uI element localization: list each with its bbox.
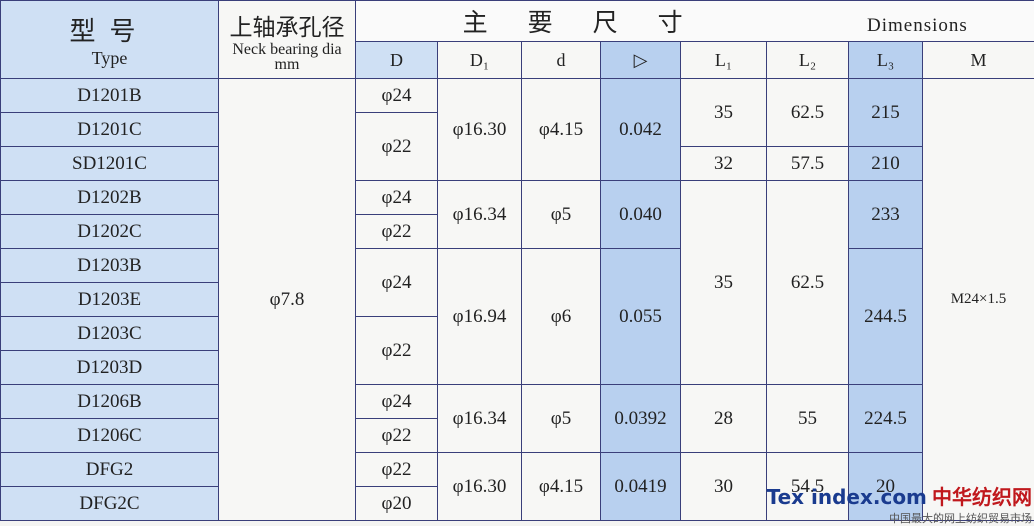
type: D1206C [0,418,219,453]
watermark: Tex index.com 中华纺织网 中国最大的网上纺织贸易市场 [767,481,1032,526]
dimensions-cn: 主要尺寸 [462,10,723,37]
d-small: φ5 [521,384,601,453]
l3: 244.5 [848,248,923,385]
l2: 55 [766,384,849,453]
type: D1201B [0,78,219,113]
type-header-cn: 型号 [69,16,150,46]
type: SD1201C [0,146,219,181]
type: D1206B [0,384,219,419]
col-header: L₂ [766,41,849,79]
watermark-slogan: 中国最大的网上纺织贸易市场 [889,512,1032,525]
d-outer: φ22 [355,418,438,453]
d-outer: φ24 [355,180,438,215]
dimensions-en: Dimensions [866,15,968,36]
d-outer: φ22 [355,316,438,385]
l2: 57.5 [766,146,849,181]
d1: φ16.30 [437,452,522,521]
type: D1202C [0,214,219,249]
l3: 20 [848,452,923,521]
d1: φ16.34 [437,384,522,453]
col-header: ▷ [600,41,681,79]
l2: 62.5 [766,180,849,385]
d-outer: φ24 [355,248,438,317]
col-header: D [355,41,438,79]
type: D1202B [0,180,219,215]
l1: 28 [680,384,767,453]
d-small: φ6 [521,248,601,385]
l1: 35 [680,180,767,385]
neck: φ7.8 [218,78,356,521]
col-header: d [521,41,601,79]
l1: 30 [680,452,767,521]
d-outer: φ22 [355,452,438,487]
d-outer: φ22 [355,214,438,249]
d1: φ16.94 [437,248,522,385]
type: D1203E [0,282,219,317]
l1: 35 [680,78,767,147]
col-header: M [922,41,1034,79]
d-small: φ4.15 [521,452,601,521]
d-small: φ4.15 [521,78,601,181]
type: DFG2C [0,486,219,521]
col-header: D₁ [437,41,522,79]
neck-header-en: Neck bearing dia mm [232,40,342,73]
l2: 62.5 [766,78,849,147]
d1: φ16.34 [437,180,522,249]
l3: 210 [848,146,923,181]
d-outer: φ24 [355,384,438,419]
neck-header: 上轴承孔径 Neck bearing dia mm [218,0,356,79]
taper: 0.040 [600,180,681,249]
type-header: 型号 Type [0,0,219,79]
taper: 0.042 [600,78,681,181]
d-outer: φ24 [355,78,438,113]
neck-header-cn: 上轴承孔径 [229,14,345,40]
type-header-en: Type [91,47,128,68]
type: DFG2 [0,452,219,487]
type: D1201C [0,112,219,147]
watermark-logo: Tex index.com [766,485,927,509]
l3: 215 [848,78,923,147]
type: D1203D [0,350,219,385]
taper: 0.0392 [600,384,681,453]
l2: 54.5 [766,452,849,521]
dimensions-header: 主要尺寸 Dimensions [355,0,1034,42]
d-outer: φ20 [355,486,438,521]
col-header: L₃ [848,41,923,79]
watermark-name: 中华纺织网 [932,485,1032,509]
type: D1203C [0,316,219,351]
l1: 32 [680,146,767,181]
taper: 0.0419 [600,452,681,521]
m: M24×1.5 [922,78,1034,521]
type: D1203B [0,248,219,283]
d-small: φ5 [521,180,601,249]
d1: φ16.30 [437,78,522,181]
d-outer: φ22 [355,112,438,181]
taper: 0.055 [600,248,681,385]
l3: 233 [848,180,923,249]
col-header: L₁ [680,41,767,79]
l3: 224.5 [848,384,923,453]
